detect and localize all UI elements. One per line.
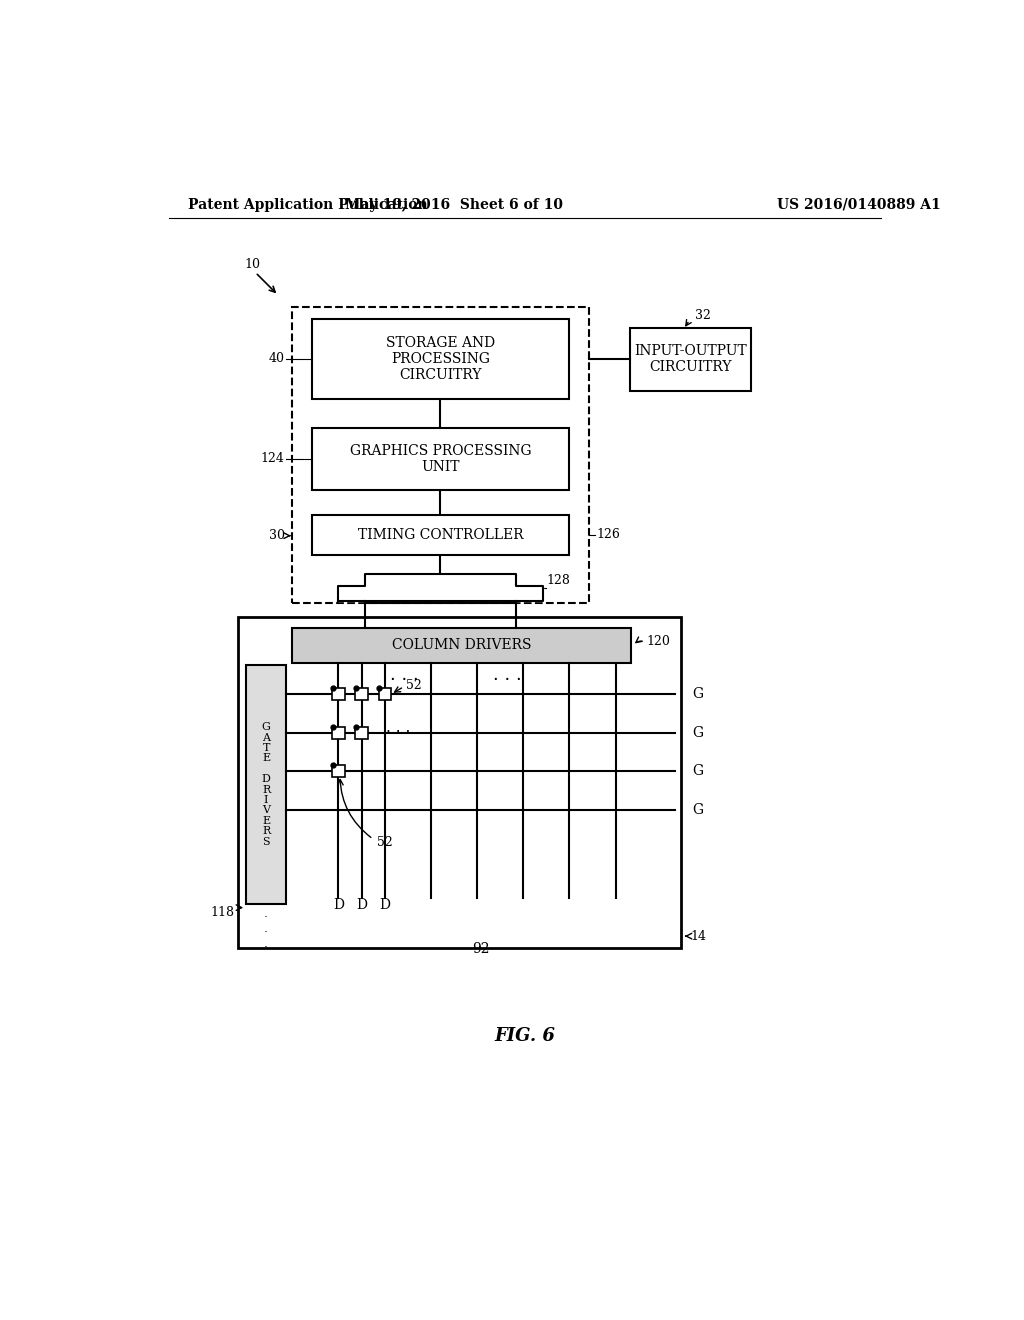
Bar (292, 308, 589, 603)
Text: 126: 126 (596, 528, 621, 541)
Text: D: D (379, 899, 390, 912)
Text: INPUT-OUTPUT
CIRCUITRY: INPUT-OUTPUT CIRCUITRY (634, 345, 746, 375)
Text: G: G (692, 688, 703, 701)
Bar (311, 428, 569, 490)
Bar (355, 688, 368, 701)
Bar (333, 766, 345, 777)
Text: COLUMN DRIVERS: COLUMN DRIVERS (392, 639, 531, 652)
Text: 120: 120 (646, 635, 671, 648)
Text: FIG. 6: FIG. 6 (495, 1027, 555, 1045)
Bar (333, 688, 345, 701)
Text: · · ·: · · · (389, 671, 418, 689)
Text: STORAGE AND
PROCESSING
CIRCUITRY: STORAGE AND PROCESSING CIRCUITRY (386, 335, 495, 383)
Text: US 2016/0140889 A1: US 2016/0140889 A1 (777, 198, 941, 211)
Text: G: G (692, 726, 703, 739)
Bar (246, 665, 286, 904)
Text: 52: 52 (407, 678, 422, 692)
Text: 128: 128 (547, 574, 570, 587)
Text: · · ·: · · · (494, 671, 522, 689)
Text: 14: 14 (690, 929, 707, 942)
Text: GRAPHICS PROCESSING
UNIT: GRAPHICS PROCESSING UNIT (349, 444, 531, 474)
Text: Patent Application Publication: Patent Application Publication (188, 198, 428, 211)
Text: May 19, 2016  Sheet 6 of 10: May 19, 2016 Sheet 6 of 10 (345, 198, 563, 211)
Text: 52: 52 (377, 836, 393, 849)
Text: D: D (333, 899, 344, 912)
Bar (630, 327, 752, 391)
Bar (239, 616, 681, 948)
Text: · · ·: · · · (386, 725, 411, 741)
Text: ·
·
·: · · · (264, 912, 268, 954)
Text: 10: 10 (245, 259, 260, 271)
Text: 30: 30 (268, 529, 285, 543)
Text: G: G (692, 764, 703, 779)
Polygon shape (339, 574, 543, 601)
Text: 32: 32 (695, 309, 711, 322)
Text: G: G (692, 803, 703, 817)
Text: 92: 92 (472, 942, 489, 956)
Bar (311, 318, 569, 400)
Text: 124: 124 (261, 453, 285, 465)
Text: 118: 118 (211, 907, 234, 920)
Bar (292, 628, 631, 663)
Bar (379, 688, 391, 701)
Bar (333, 726, 345, 739)
Bar (311, 515, 569, 554)
Text: TIMING CONTROLLER: TIMING CONTROLLER (357, 528, 523, 543)
Bar (355, 726, 368, 739)
Text: G
A
T
E
 
D
R
I
V
E
R
S: G A T E D R I V E R S (262, 722, 270, 846)
Text: D: D (356, 899, 367, 912)
Text: 40: 40 (268, 352, 285, 366)
